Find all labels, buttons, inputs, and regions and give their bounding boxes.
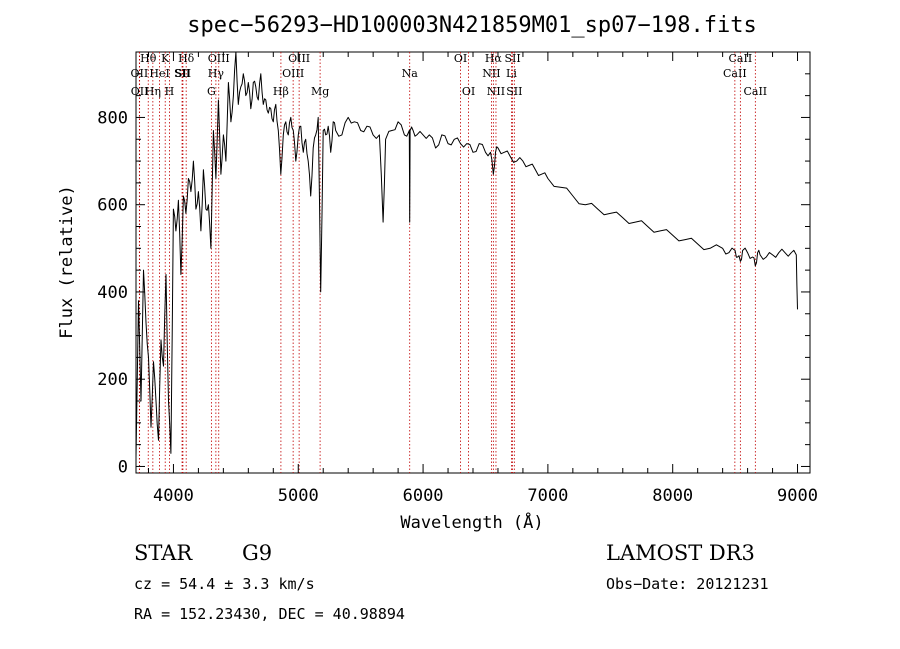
chart-title: spec−56293−HD100003N421859M01_sp07−198.f… [187, 13, 757, 38]
plot-frame [135, 51, 811, 474]
spectrum-series [135, 51, 798, 458]
spectral-line-label: G [207, 85, 216, 98]
spectral-line-label: CaII [723, 67, 747, 80]
spectral-line-label: SII [506, 85, 522, 98]
x-axis-label: Wavelength (Å) [400, 511, 543, 533]
spectral-line-label: Na [402, 67, 419, 80]
spectral-line-label: SII [504, 52, 520, 65]
spectral-line-label: Hγ [208, 67, 225, 80]
spectral-line-label: Hβ [273, 85, 289, 98]
object-subclass: G9 [242, 541, 272, 565]
spectral-line-label: OII [131, 85, 149, 98]
spectral-line-label: K [161, 52, 170, 65]
spectral-line-label: OI [462, 85, 475, 98]
x-tick-label: 8000 [652, 486, 693, 506]
spectral-line-label: OIII [208, 52, 230, 65]
spectral-line-label: Mg [311, 85, 329, 98]
spectral-line-label: Hα [485, 52, 503, 65]
spectral-line-label: OIII [282, 67, 304, 80]
spectral-line-label: Hθ [140, 52, 157, 65]
x-tick-label: 5000 [278, 486, 319, 506]
x-axis-ticks: 4000 5000 6000 7000 8000 9000 [147, 52, 818, 506]
y-axis-label: Flux (relative) [57, 185, 77, 339]
survey-name: LAMOST DR3 [606, 541, 755, 565]
spectral-line-label: HeI [149, 67, 169, 80]
y-axis-ticks: 0 200 400 600 800 [97, 73, 810, 477]
spectral-line-label: SII [175, 67, 191, 80]
x-tick-label: 9000 [777, 486, 818, 506]
y-tick-label: 800 [97, 108, 128, 128]
y-tick-label: 400 [97, 283, 128, 303]
spectral-line-label: OIII [288, 52, 310, 65]
spectral-line-label: OI [454, 52, 467, 65]
redshift-cz: cz = 54.4 ± 3.3 km/s [134, 575, 315, 593]
spectral-line-label: CaII [729, 52, 753, 65]
spectral-line-label: SII [174, 67, 190, 80]
spectral-line-label: H [165, 85, 175, 98]
observation-date: Obs−Date: 20121231 [606, 575, 769, 593]
coordinates: RA = 152.23430, DEC = 40.98894 [134, 605, 405, 623]
spectral-line-label: Hδ [178, 52, 195, 65]
spectral-line-label: Li [506, 67, 517, 80]
y-tick-label: 600 [97, 196, 128, 216]
spectral-line-label: NII [487, 85, 505, 98]
spectral-line-markers [138, 52, 756, 473]
spectrum-line [135, 51, 798, 458]
spectral-line-label: NII [482, 67, 500, 80]
spectral-line-label: CaII [743, 85, 767, 98]
x-tick-label: 7000 [527, 486, 568, 506]
y-tick-label: 200 [97, 370, 128, 390]
spectral-line-label: Hη [145, 85, 161, 98]
x-tick-label: 6000 [403, 486, 444, 506]
object-class: STAR [134, 541, 193, 565]
x-tick-label: 4000 [153, 486, 194, 506]
y-tick-label: 0 [118, 457, 128, 477]
